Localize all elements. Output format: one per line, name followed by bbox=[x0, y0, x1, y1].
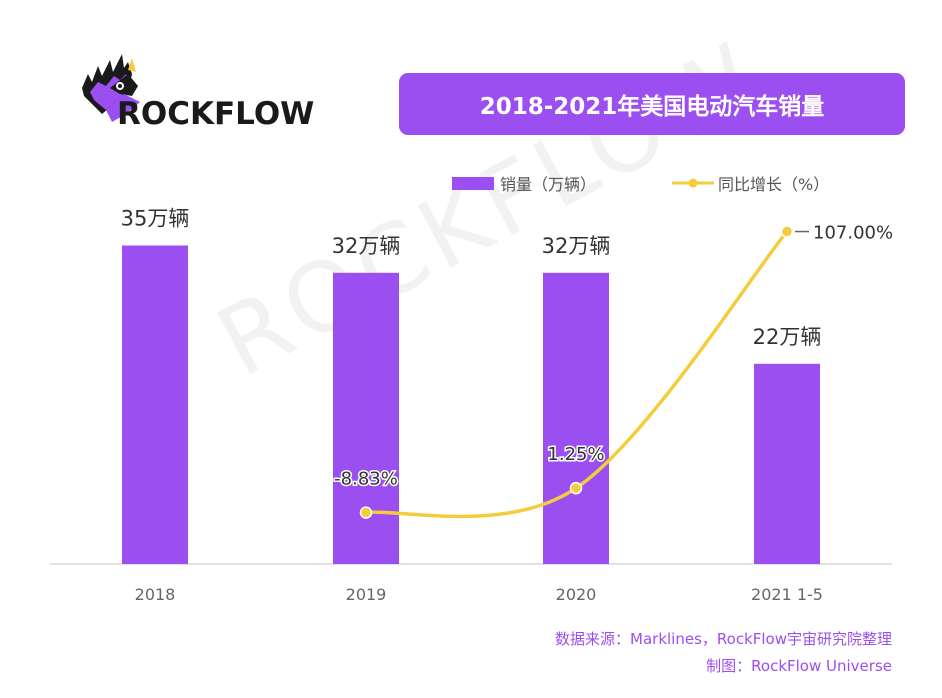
x-tick-label: 2020 bbox=[556, 585, 597, 604]
growth-label: 107.00% bbox=[813, 223, 893, 244]
growth-point bbox=[569, 481, 583, 495]
bar-label: 32万辆 bbox=[332, 234, 401, 258]
legend-line-swatch bbox=[672, 178, 714, 188]
bar-2018 bbox=[122, 245, 188, 564]
growth-line bbox=[364, 229, 789, 519]
rockflow-logo bbox=[80, 52, 330, 142]
x-tick-label: 2021 1-5 bbox=[751, 585, 823, 604]
x-tick-label: 2018 bbox=[135, 585, 176, 604]
bar-label: 22万辆 bbox=[753, 325, 822, 349]
growth-label: -8.83% bbox=[334, 469, 398, 490]
source-note: 数据来源：Marklines，RockFlow宇宙研究院整理 bbox=[555, 630, 892, 648]
x-tick-label: 2019 bbox=[346, 585, 387, 604]
bar-2019 bbox=[333, 272, 399, 564]
bar-label: 35万辆 bbox=[121, 207, 190, 231]
legend-bar-swatch bbox=[452, 177, 494, 190]
brand-name: ROCKFLOW bbox=[117, 96, 315, 132]
growth-point bbox=[359, 506, 373, 519]
unicorn-logo-icon bbox=[82, 54, 140, 122]
bar-2021 1-5 bbox=[754, 363, 820, 564]
credit-note: 制图：RockFlow Universe bbox=[706, 657, 892, 675]
bar-2020 bbox=[543, 272, 609, 564]
growth-label: 1.25% bbox=[547, 444, 604, 465]
bar-label: 32万辆 bbox=[542, 234, 611, 258]
chart-title: 2018-2021年美国电动汽车销量 bbox=[399, 73, 905, 135]
legend-line-label: 同比增长（%） bbox=[718, 175, 830, 194]
legend-bar-label: 销量（万辆） bbox=[500, 175, 597, 194]
growth-point bbox=[780, 225, 794, 238]
